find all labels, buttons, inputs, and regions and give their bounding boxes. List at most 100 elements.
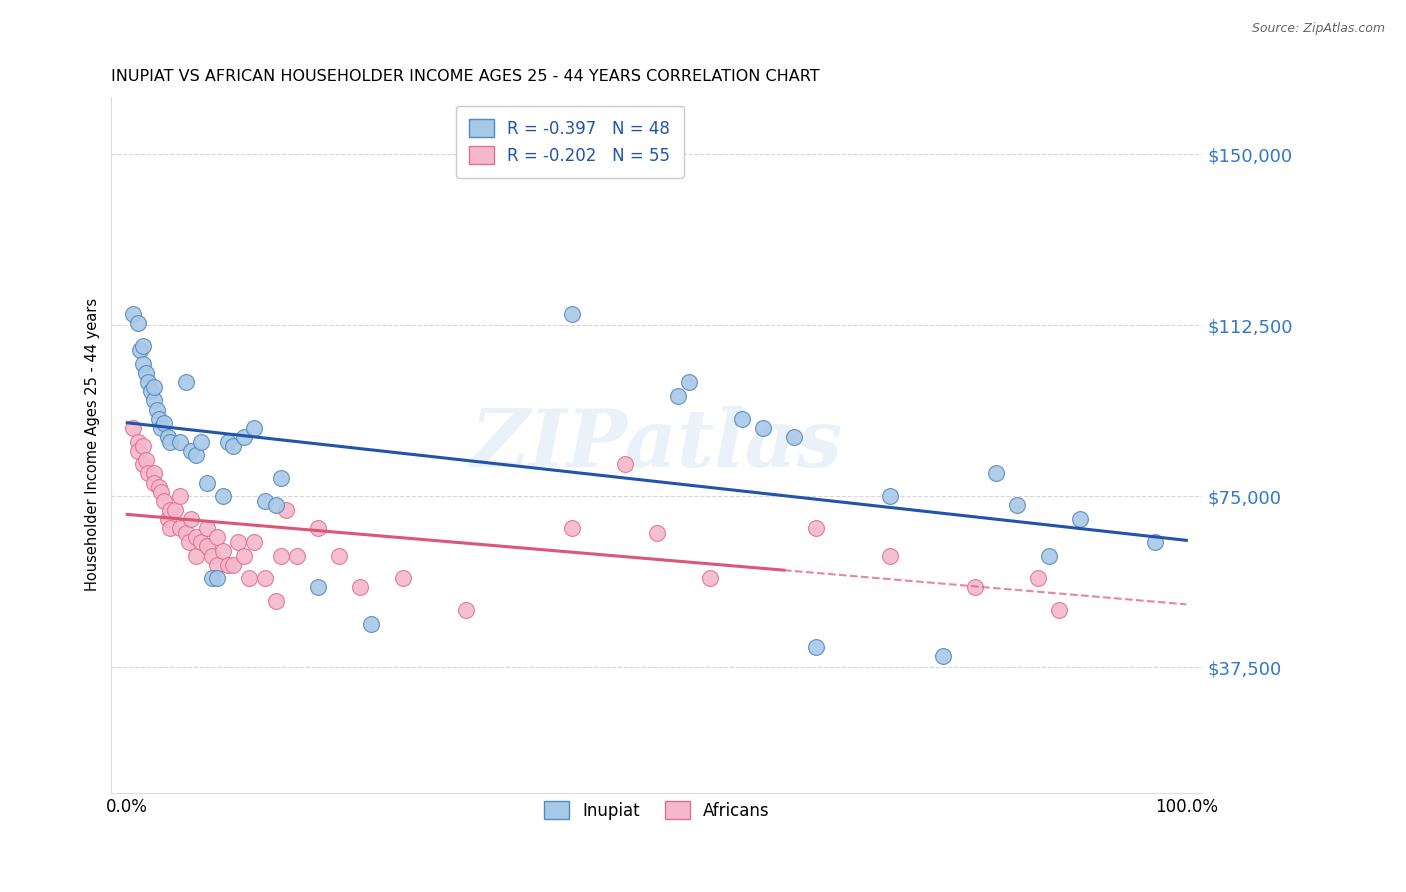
Y-axis label: Householder Income Ages 25 - 44 years: Householder Income Ages 25 - 44 years <box>86 298 100 591</box>
Point <box>879 489 901 503</box>
Point <box>139 384 162 399</box>
Point <box>127 316 149 330</box>
Point <box>207 530 229 544</box>
Point <box>1038 549 1060 563</box>
Point <box>307 581 329 595</box>
Point <box>270 471 292 485</box>
Legend: Inupiat, Africans: Inupiat, Africans <box>530 788 783 833</box>
Point <box>232 430 254 444</box>
Text: ZIPatlas: ZIPatlas <box>471 406 842 483</box>
Point <box>1047 603 1070 617</box>
Point <box>159 521 181 535</box>
Point <box>276 503 298 517</box>
Point <box>195 521 218 535</box>
Point <box>169 434 191 449</box>
Point <box>148 480 170 494</box>
Point <box>391 571 413 585</box>
Point <box>270 549 292 563</box>
Point <box>132 458 155 472</box>
Text: Source: ZipAtlas.com: Source: ZipAtlas.com <box>1251 22 1385 36</box>
Point <box>190 534 212 549</box>
Point <box>804 640 827 654</box>
Point <box>174 375 197 389</box>
Point <box>142 467 165 481</box>
Point <box>963 581 986 595</box>
Point <box>150 484 173 499</box>
Point <box>153 417 176 431</box>
Point <box>121 307 143 321</box>
Point <box>142 380 165 394</box>
Point <box>169 521 191 535</box>
Point <box>195 475 218 490</box>
Point <box>561 521 583 535</box>
Point <box>238 571 260 585</box>
Point <box>135 452 157 467</box>
Point <box>879 549 901 563</box>
Point <box>264 499 287 513</box>
Point <box>1143 534 1166 549</box>
Point <box>751 421 773 435</box>
Point <box>180 443 202 458</box>
Point <box>232 549 254 563</box>
Point <box>177 534 200 549</box>
Point <box>307 521 329 535</box>
Point <box>211 489 233 503</box>
Point <box>156 512 179 526</box>
Point <box>730 411 752 425</box>
Point <box>207 558 229 572</box>
Point <box>349 581 371 595</box>
Point <box>222 439 245 453</box>
Point <box>159 503 181 517</box>
Point <box>783 430 806 444</box>
Point <box>201 571 224 585</box>
Point <box>561 307 583 321</box>
Point <box>1005 499 1028 513</box>
Point <box>153 493 176 508</box>
Point <box>614 458 637 472</box>
Point <box>932 648 955 663</box>
Point <box>129 343 152 358</box>
Point <box>678 375 700 389</box>
Point <box>146 402 169 417</box>
Point <box>211 544 233 558</box>
Point <box>984 467 1007 481</box>
Point <box>163 503 186 517</box>
Point <box>1069 512 1091 526</box>
Point <box>328 549 350 563</box>
Point <box>201 549 224 563</box>
Point <box>169 489 191 503</box>
Point <box>127 443 149 458</box>
Point <box>228 534 250 549</box>
Point <box>1026 571 1049 585</box>
Text: INUPIAT VS AFRICAN HOUSEHOLDER INCOME AGES 25 - 44 YEARS CORRELATION CHART: INUPIAT VS AFRICAN HOUSEHOLDER INCOME AG… <box>111 69 820 84</box>
Point <box>253 493 276 508</box>
Point <box>132 339 155 353</box>
Point <box>138 467 160 481</box>
Point <box>180 512 202 526</box>
Point <box>121 421 143 435</box>
Point <box>207 571 229 585</box>
Point <box>222 558 245 572</box>
Point <box>243 421 266 435</box>
Point <box>184 448 207 462</box>
Point <box>150 421 173 435</box>
Point <box>132 439 155 453</box>
Point <box>159 434 181 449</box>
Point <box>195 540 218 554</box>
Point <box>184 549 207 563</box>
Point <box>285 549 308 563</box>
Point <box>699 571 721 585</box>
Point <box>190 434 212 449</box>
Point <box>217 434 239 449</box>
Point <box>135 366 157 380</box>
Point <box>142 393 165 408</box>
Point <box>132 357 155 371</box>
Point <box>156 430 179 444</box>
Point <box>138 375 160 389</box>
Point <box>456 603 478 617</box>
Point <box>253 571 276 585</box>
Point <box>645 525 668 540</box>
Point <box>142 475 165 490</box>
Point <box>174 525 197 540</box>
Point <box>666 389 689 403</box>
